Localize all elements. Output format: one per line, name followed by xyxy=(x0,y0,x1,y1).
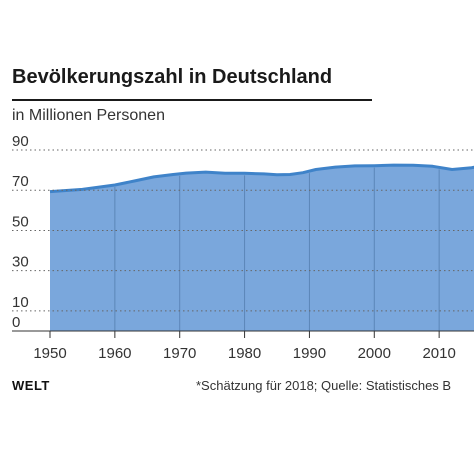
population-area xyxy=(50,165,474,331)
chart-subtitle: in Millionen Personen xyxy=(12,107,165,124)
plot-area xyxy=(49,163,474,331)
x-tick-label-1990: 1990 xyxy=(293,345,326,362)
x-tick-label-2000: 2000 xyxy=(358,345,391,362)
y-tick-label-30: 30 xyxy=(12,254,29,271)
y-tick-label-90: 90 xyxy=(12,133,29,150)
y-tick-label-10: 10 xyxy=(12,294,29,311)
x-axis: 1950 1960 1970 1980 1990 2000 2010 xyxy=(12,330,474,362)
x-tick-label-1960: 1960 xyxy=(98,345,131,362)
brand-logo: WELT xyxy=(12,378,50,393)
y-axis: 0 10 30 50 70 90 xyxy=(12,133,29,331)
horizontal-gridlines xyxy=(12,149,474,312)
source-note: *Schätzung für 2018; Quelle: Statistisch… xyxy=(196,378,452,393)
x-tick-label-2010: 2010 xyxy=(422,345,455,362)
y-tick-label-70: 70 xyxy=(12,173,29,190)
title-underline xyxy=(12,99,372,101)
y-tick-label-50: 50 xyxy=(12,213,29,230)
x-tick-label-1980: 1980 xyxy=(228,345,261,362)
x-tick-label-1970: 1970 xyxy=(163,345,196,362)
area-chart: 0 10 30 50 70 90 1950 1960 1970 1980 1990 2000 2010 xyxy=(12,133,474,362)
chart-title: Bevölkerungszahl in Deutschland xyxy=(12,66,333,88)
vertical-gridlines xyxy=(114,167,440,331)
population-line xyxy=(49,163,474,194)
x-tick-label-1950: 1950 xyxy=(33,345,66,362)
y-tick-label-0: 0 xyxy=(12,314,20,331)
